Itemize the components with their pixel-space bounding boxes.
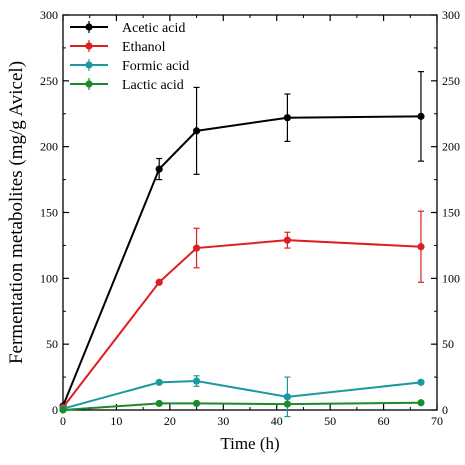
data-point: [192, 377, 201, 385]
legend-marker: [85, 42, 93, 50]
y-tick-label-right: 50: [442, 337, 454, 351]
legend-marker: [85, 80, 93, 88]
legend-label: Acetic acid: [122, 21, 185, 36]
legend-marker: [85, 23, 93, 31]
legend-marker: [85, 61, 93, 69]
data-point: [192, 244, 201, 252]
series-line: [62, 239, 422, 408]
legend-label: Formic acid: [122, 59, 189, 74]
x-tick-label: 70: [431, 414, 443, 428]
data-point: [417, 378, 425, 386]
x-tick-label: 30: [217, 414, 229, 428]
x-tick-label: 10: [110, 414, 122, 428]
y-tick-label-right: 150: [442, 206, 460, 220]
y-tick-label-right: 250: [442, 74, 460, 88]
data-point: [283, 236, 291, 244]
x-tick-label: 20: [164, 414, 176, 428]
data-point: [283, 400, 291, 408]
data-point: [192, 399, 201, 408]
series-line: [62, 115, 421, 407]
legend-label: Lactic acid: [122, 78, 184, 93]
data-point: [417, 399, 425, 407]
x-tick-label: 40: [271, 414, 283, 428]
y-tick-label: 300: [40, 8, 58, 22]
x-axis-label: Time (h): [220, 434, 279, 453]
y-tick-label-right: 100: [442, 271, 460, 285]
plot-frame: [62, 14, 438, 411]
data-point: [155, 378, 163, 386]
data-point: [417, 243, 425, 251]
data-point: [155, 278, 163, 286]
x-tick-label: 60: [378, 414, 390, 428]
y-tick-label: 0: [52, 403, 58, 417]
y-tick-label: 250: [40, 74, 58, 88]
data-point: [192, 127, 201, 135]
x-tick-label: 50: [324, 414, 336, 428]
y-tick-label-right: 200: [442, 140, 460, 154]
y-tick-label-right: 0: [442, 403, 448, 417]
data-point: [283, 393, 291, 401]
x-tick-label: 0: [60, 414, 66, 428]
y-tick-label: 150: [40, 206, 58, 220]
data-point: [417, 112, 425, 120]
data-point: [155, 399, 163, 408]
y-tick-label-right: 300: [442, 8, 460, 22]
legend-label: Ethanol: [122, 40, 166, 55]
data-point: [283, 114, 291, 122]
y-tick-label: 100: [40, 271, 58, 285]
data-point: [59, 406, 67, 414]
data-point: [155, 165, 163, 173]
y-axis-label: Fermentation metabolites (mg/g Avicel): [6, 61, 27, 364]
y-tick-label: 50: [46, 337, 58, 351]
y-tick-label: 200: [40, 140, 58, 154]
